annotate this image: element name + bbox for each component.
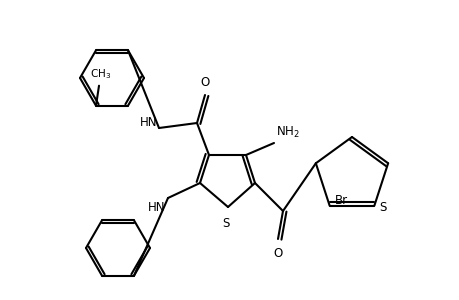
Text: HN: HN — [147, 201, 165, 214]
Text: CH$_3$: CH$_3$ — [90, 67, 112, 81]
Text: Br: Br — [334, 194, 347, 207]
Text: O: O — [200, 76, 209, 89]
Text: NH$_2$: NH$_2$ — [275, 125, 299, 140]
Text: HN: HN — [139, 116, 157, 130]
Text: O: O — [273, 247, 282, 260]
Text: S: S — [379, 201, 386, 214]
Text: S: S — [222, 217, 229, 230]
